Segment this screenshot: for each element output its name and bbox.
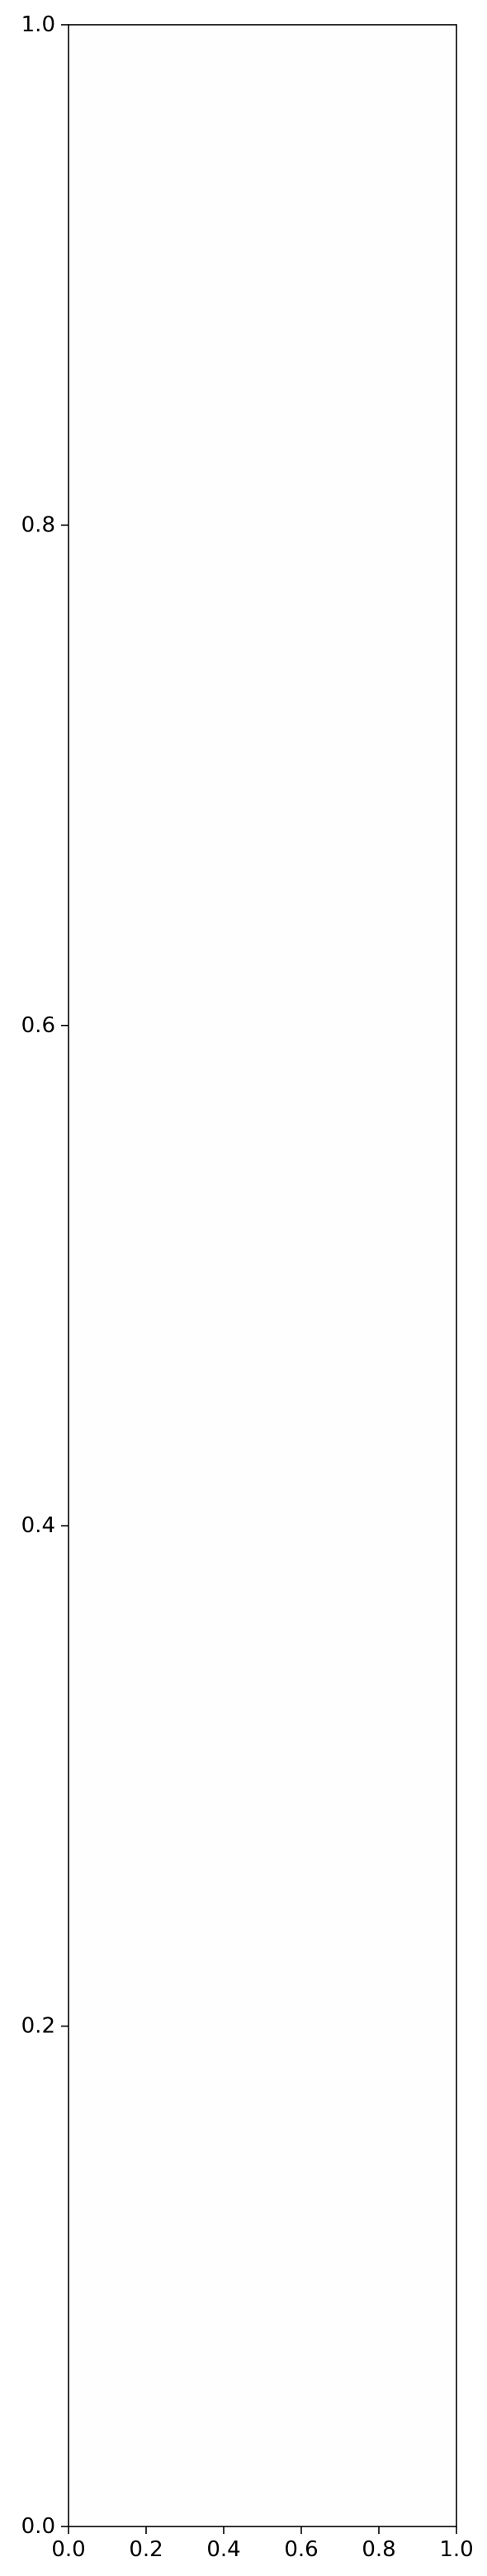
- y-tick-label: 0.2: [21, 2014, 55, 2039]
- x-tick-label: 0.2: [129, 2537, 163, 2562]
- x-tick-label: 0.6: [284, 2537, 318, 2562]
- x-tick-label: 1.0: [439, 2537, 473, 2562]
- plot-area: [69, 25, 456, 2526]
- y-tick-label: 1.0: [21, 12, 55, 37]
- y-tick-label: 0.0: [21, 2514, 55, 2539]
- y-tick-label: 0.6: [21, 1013, 55, 1038]
- x-tick-label: 0.4: [206, 2537, 240, 2562]
- y-axis-ticks: 0.0 0.2 0.4 0.6 0.8 1.0: [21, 12, 69, 2539]
- x-axis-ticks: 0.0 0.2 0.4 0.6 0.8 1.0: [51, 2526, 474, 2562]
- plot-frame: [68, 24, 457, 2527]
- y-tick-label: 0.8: [21, 512, 55, 537]
- x-tick-label: 0.8: [362, 2537, 395, 2562]
- x-tick-label: 0.0: [51, 2537, 85, 2562]
- y-tick-label: 0.4: [21, 1513, 55, 1538]
